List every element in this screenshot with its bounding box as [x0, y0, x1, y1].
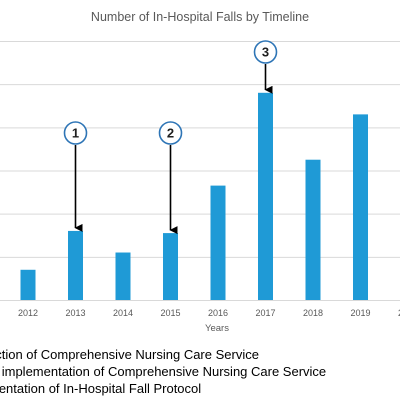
- x-tick-2014: 2014: [113, 308, 133, 318]
- bar-2015: [163, 233, 178, 300]
- x-tick-2016: 2016: [208, 308, 228, 318]
- annotation-circle-1: [63, 121, 88, 145]
- x-tick-2020: 2020: [398, 308, 400, 318]
- annotation-number-2: 2: [167, 126, 174, 141]
- bar-2013: [68, 230, 83, 300]
- x-axis-label: Years: [205, 323, 229, 334]
- x-tick-2015: 2015: [160, 308, 180, 318]
- bar-2012: [20, 269, 36, 300]
- annotation-2: 2: [158, 121, 183, 235]
- bar-2018: [305, 159, 321, 300]
- bar-2019: [353, 114, 368, 300]
- note-1: uction of Comprehensive Nursing Care Ser…: [0, 347, 259, 362]
- legend-notes: uction of Comprehensive Nursing Care Ser…: [0, 346, 400, 397]
- x-tick-2018: 2018: [303, 308, 323, 318]
- annotation-number-1: 1: [72, 126, 79, 141]
- annotation-number-3: 3: [262, 45, 269, 60]
- bar-2017: [258, 92, 273, 300]
- annotation-1: 1: [63, 121, 88, 232]
- bar-chart: Number of In-Hospital Falls by Timeline …: [0, 10, 400, 334]
- x-tick-2019: 2019: [350, 308, 370, 318]
- x-tick-2013: 2013: [65, 308, 85, 318]
- annotation-circle-3: [253, 40, 278, 64]
- bars: [20, 92, 368, 300]
- note-2: al implementation of Comprehensive Nursi…: [0, 364, 327, 379]
- chart-title: Number of In-Hospital Falls by Timeline: [91, 10, 309, 24]
- annotation-circle-2: [158, 121, 183, 145]
- annotations: 1 2 3: [63, 40, 278, 235]
- bar-2014: [115, 252, 131, 300]
- note-3: mentation of In-Hospital Fall Protocol: [0, 381, 202, 396]
- annotation-3: 3: [253, 40, 278, 94]
- gridlines: [0, 41, 400, 301]
- x-tick-2012: 2012: [18, 308, 38, 318]
- x-tick-2017: 2017: [255, 308, 275, 318]
- bar-2016: [210, 185, 226, 300]
- x-tick-labels: 2012 2013 2014 2015 2016 2017 2018 2019 2020: [18, 308, 400, 318]
